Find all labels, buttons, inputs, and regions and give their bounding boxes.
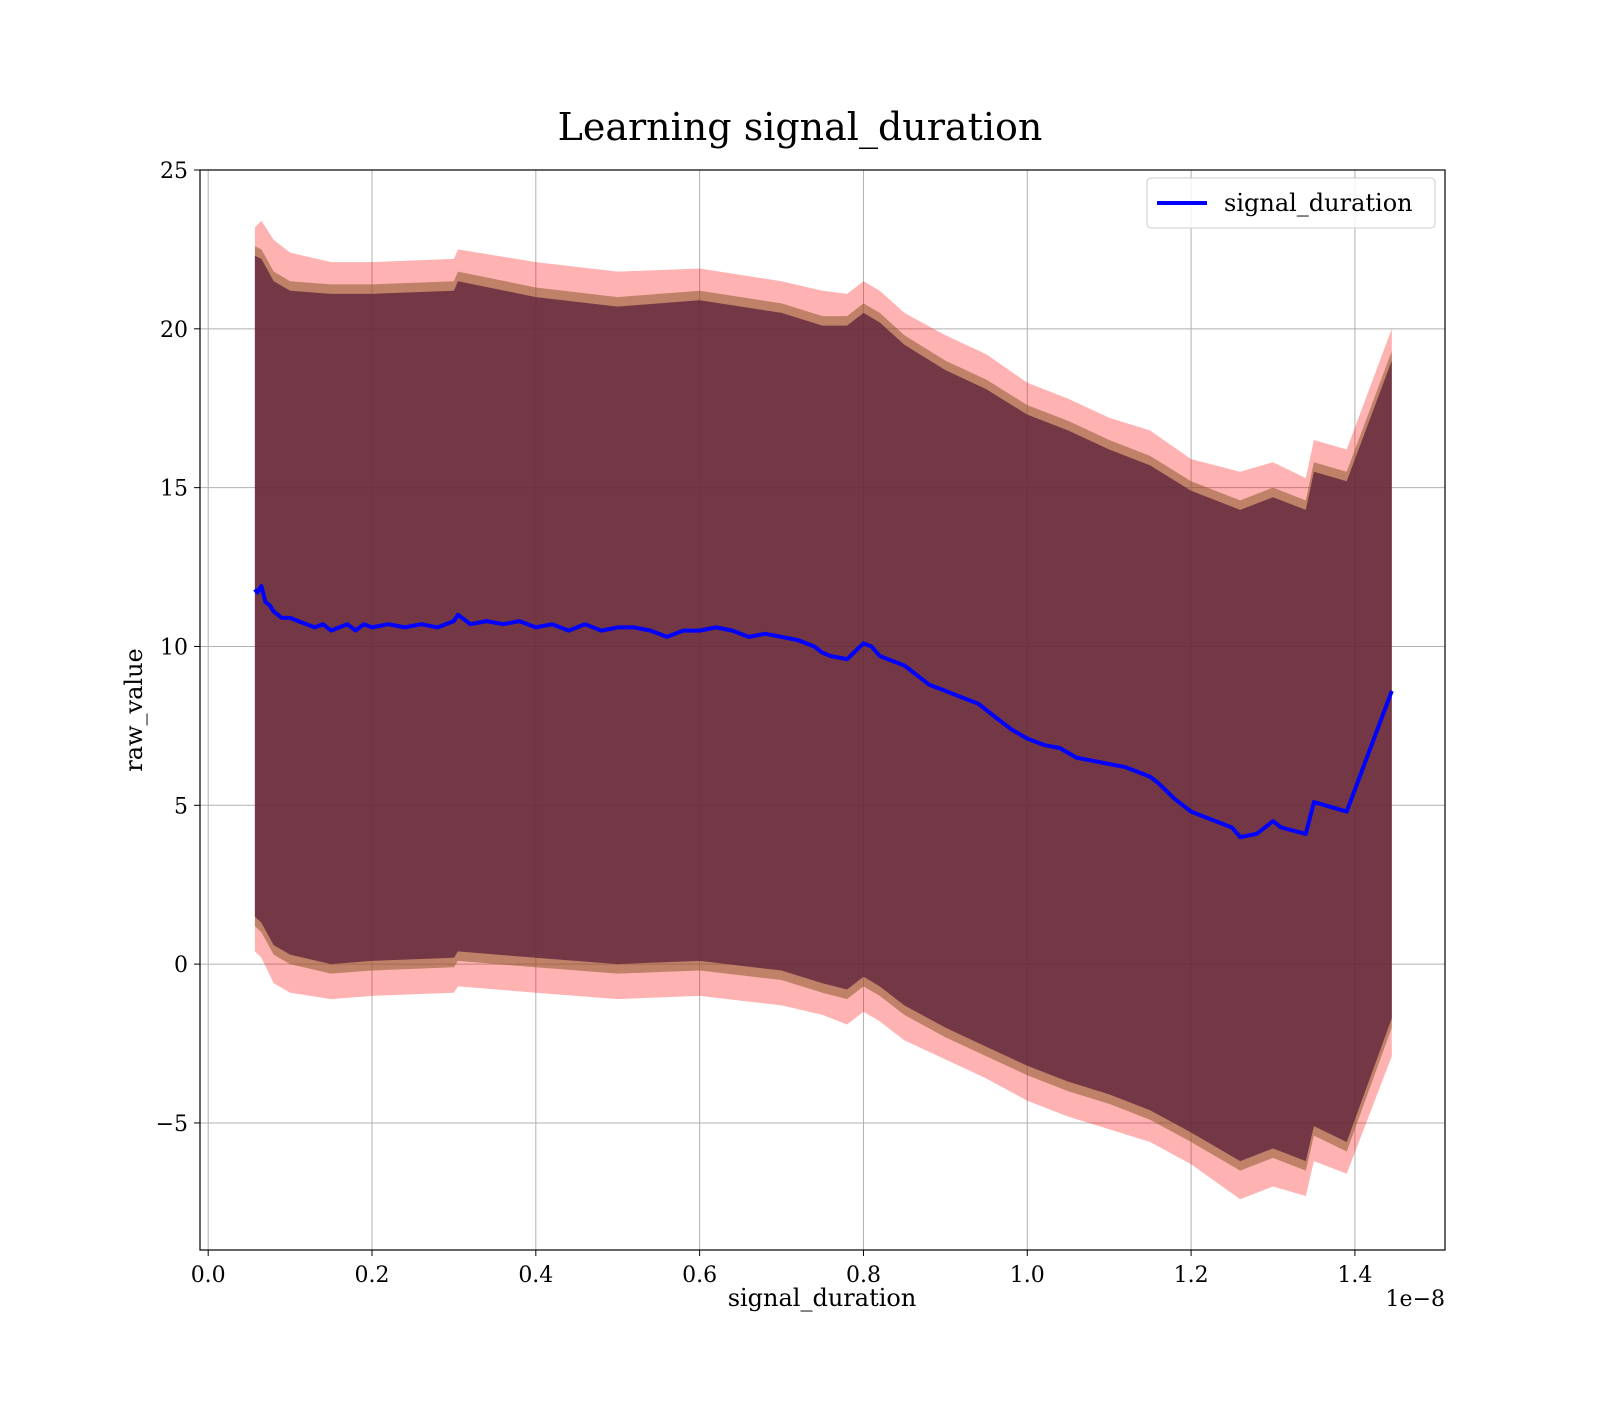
y-axis-ticks: −5 0 5 10 15 20 25 — [156, 159, 200, 1137]
legend-box — [1146, 177, 1436, 229]
confidence-bands — [254, 220, 1392, 1200]
x-tick-label: 1.0 — [1010, 1263, 1045, 1288]
x-axis-offset-label: 1e−8 — [1386, 1287, 1445, 1312]
x-tick-label: 1.4 — [1337, 1263, 1372, 1288]
x-axis-ticks: 0.0 0.2 0.4 0.6 0.8 1.0 1.2 1.4 — [191, 1250, 1372, 1288]
chart-title: Learning signal_duration — [558, 105, 1043, 150]
x-tick-label: 0.0 — [191, 1263, 226, 1288]
x-axis-label: signal_duration — [728, 1284, 917, 1312]
x-tick-label: 0.8 — [846, 1263, 881, 1288]
x-tick-label: 1.2 — [1174, 1263, 1209, 1288]
y-tick-label: 20 — [160, 318, 188, 343]
y-tick-label: 5 — [174, 794, 188, 819]
x-tick-label: 0.2 — [355, 1263, 390, 1288]
y-axis-label: raw_value — [120, 648, 148, 772]
plot-area-frame — [199, 169, 1446, 1251]
legend-entry-signal-duration: signal_duration — [1224, 189, 1413, 217]
series-line-signal-duration — [253, 584, 1394, 840]
series-lines — [253, 584, 1394, 840]
x-tick-label: 0.6 — [682, 1263, 717, 1288]
y-tick-label: 25 — [160, 159, 188, 184]
y-tick-label: 0 — [174, 953, 188, 978]
x-tick-label: 0.4 — [518, 1263, 553, 1288]
y-tick-label: −5 — [156, 1112, 188, 1137]
y-tick-label: 10 — [160, 635, 188, 660]
inner-confidence-band — [254, 255, 1392, 1162]
y-tick-label: 15 — [160, 477, 188, 502]
legend: signal_duration — [1146, 177, 1436, 229]
